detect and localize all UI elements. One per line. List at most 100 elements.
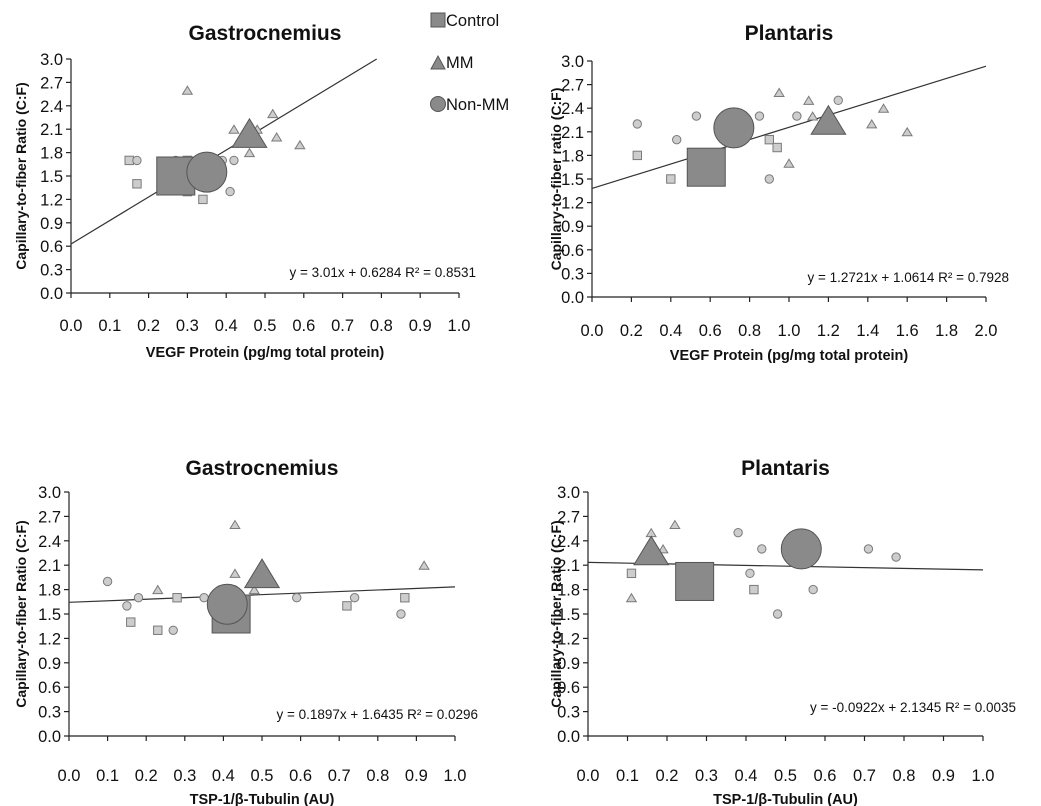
- data-point-control: [124, 155, 134, 166]
- data-point-non-mm: [132, 155, 142, 166]
- chart-title: Plantaris: [745, 22, 834, 45]
- legend-label-control: Control: [446, 12, 499, 30]
- x-tick-label: 0.0: [58, 767, 81, 785]
- data-point-non-mm: [757, 544, 767, 554]
- y-tick-label: 2.4: [561, 100, 584, 118]
- y-tick-label: 3.0: [557, 484, 580, 502]
- legend-label-non-mm: Non-MM: [446, 96, 509, 114]
- y-tick-label: 0.6: [561, 242, 584, 260]
- chart-panel-1: Gastrocnemius 0.0 0.3 0.6 0.9 1.2 1.5 1.8 2.1 2.4…: [13, 22, 476, 361]
- x-tick-label: 0.2: [135, 767, 158, 785]
- x-axis-label: TSP-1/β-Tubulin (AU): [190, 792, 335, 806]
- data-point-non-mm: [672, 134, 682, 145]
- x-tick-label: 0.5: [254, 317, 277, 335]
- chart-panel-3: Gastrocnemius 0.0 0.3 0.6 0.9 1.2 1.5 1.8 2.1 2.4…: [13, 457, 478, 806]
- data-point-mm: [657, 543, 669, 554]
- data-point-non-mm: [772, 609, 783, 619]
- y-tick-label: 0.9: [561, 218, 584, 236]
- x-axis-label: TSP-1/β-Tubulin (AU): [713, 792, 858, 806]
- x-tick-label: 0.7: [853, 767, 876, 785]
- x-tick-label: 0.1: [616, 767, 639, 785]
- group-mean-mm: [810, 104, 847, 135]
- data-point-mm: [806, 111, 819, 121]
- y-tick-label: 1.2: [38, 630, 61, 648]
- data-point-mm: [243, 147, 256, 158]
- x-tick-label: 0.9: [409, 317, 432, 335]
- data-point-non-mm: [754, 111, 765, 121]
- x-tick-label: 2.0: [975, 322, 998, 340]
- y-tick-label: 1.5: [38, 606, 61, 624]
- y-tick-label: 1.8: [38, 582, 61, 600]
- y-tick-label: 2.7: [40, 74, 63, 92]
- legend-item-mm: MM: [430, 54, 474, 72]
- data-point-non-mm: [229, 155, 239, 166]
- data-point-non-mm: [225, 186, 235, 197]
- y-tick-label: 2.7: [38, 508, 61, 526]
- y-tick-label: 1.5: [561, 171, 584, 189]
- y-tick-label: 0.6: [557, 679, 580, 697]
- data-point-mm: [418, 560, 430, 570]
- data-point-control: [198, 194, 208, 205]
- y-tick-label: 1.2: [561, 195, 584, 213]
- x-tick-label: 0.4: [659, 322, 682, 340]
- data-point-mm: [228, 124, 240, 134]
- x-tick-label: 0.8: [893, 767, 916, 785]
- y-tick-label: 0.6: [38, 679, 61, 697]
- x-tick-label: 0.6: [289, 767, 312, 785]
- x-tick-label: 0.0: [60, 317, 83, 335]
- x-tick-label: 0.6: [292, 317, 315, 335]
- y-tick-label: 2.7: [557, 508, 580, 526]
- x-tick-label: 0.0: [581, 322, 604, 340]
- legend-item-non-mm: Non-MM: [430, 96, 509, 114]
- x-tick-label: 0.8: [738, 322, 761, 340]
- regression-equation: y = 3.01x + 0.6284 R² = 0.8531: [289, 265, 476, 280]
- data-point-control: [132, 179, 142, 189]
- data-point-mm: [773, 87, 785, 97]
- chart-title: Plantaris: [741, 457, 830, 480]
- x-tick-label: 0.2: [656, 767, 679, 785]
- x-tick-label: 1.0: [444, 767, 467, 785]
- x-tick-label: 1.6: [896, 322, 919, 340]
- x-tick-label: 0.8: [370, 317, 393, 335]
- chart-title: Gastrocnemius: [189, 22, 342, 45]
- legend-item-control: Control: [430, 12, 499, 30]
- y-tick-label: 0.3: [557, 704, 580, 722]
- x-tick-label: 1.2: [817, 322, 840, 340]
- data-point-mm: [877, 103, 890, 113]
- data-point-control: [749, 584, 759, 595]
- regression-equation: y = 0.1897x + 1.6435 R² = 0.0296: [276, 707, 478, 722]
- data-point-mm: [229, 519, 241, 530]
- data-point-control: [626, 568, 637, 579]
- data-point-mm: [783, 158, 795, 168]
- group-mean-mm: [633, 535, 670, 566]
- data-point-mm: [802, 95, 815, 105]
- y-tick-label: 2.1: [561, 124, 584, 142]
- y-tick-label: 0.9: [38, 655, 61, 673]
- data-point-mm: [267, 108, 279, 119]
- data-point-mm: [229, 568, 241, 578]
- data-point-non-mm: [833, 95, 843, 106]
- y-tick-label: 0.0: [561, 289, 584, 307]
- y-tick-label: 3.0: [38, 484, 61, 502]
- data-point-non-mm: [292, 593, 302, 603]
- legend: Control MM Non-MM: [430, 12, 509, 114]
- x-axis-label: VEGF Protein (pg/mg total protein): [670, 348, 909, 364]
- data-point-mm: [669, 519, 681, 530]
- data-point-control: [400, 593, 410, 603]
- y-tick-label: 0.0: [40, 285, 63, 303]
- x-tick-label: 0.4: [212, 767, 235, 785]
- y-tick-label: 0.9: [557, 655, 580, 673]
- data-point-mm: [181, 85, 194, 95]
- chart-panel-4: Plantaris 0.0 0.3 0.6 0.9 1.2 1.5 1.8 2.1 2.4 2.7 3…: [548, 457, 1016, 806]
- x-tick-label: 0.3: [695, 767, 718, 785]
- regression-equation: y = -0.0922x + 2.1345 R² = 0.0035: [810, 700, 1016, 715]
- data-point-control: [666, 174, 676, 184]
- y-axis-label: Capillary-to-fiber Ratio (C:F): [548, 520, 564, 707]
- y-tick-label: 2.7: [561, 77, 584, 95]
- data-point-non-mm: [691, 111, 702, 121]
- data-point-non-mm: [733, 527, 743, 538]
- x-tick-label: 0.3: [176, 317, 199, 335]
- group-mean-non-mm: [780, 528, 822, 570]
- x-tick-label: 0.1: [98, 317, 121, 335]
- regression-equation: y = 1.2721x + 1.0614 R² = 0.7928: [807, 270, 1009, 285]
